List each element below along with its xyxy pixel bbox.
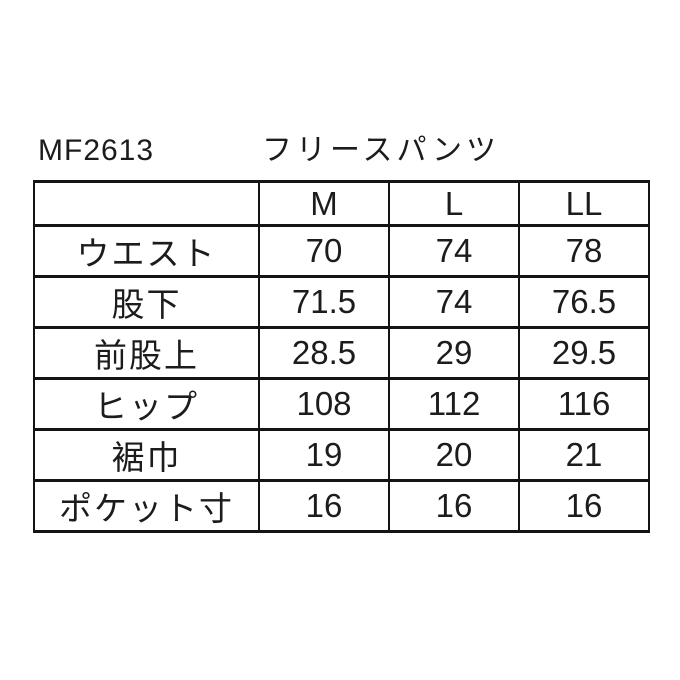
cell-value: 76.5	[518, 275, 650, 329]
cell-value: 108	[258, 377, 390, 431]
cell-value: 16	[388, 479, 520, 533]
header-cell-size-l: L	[388, 180, 520, 227]
cell-value: 28.5	[258, 326, 390, 380]
row-label: 裾巾	[33, 428, 260, 482]
cell-value: 74	[388, 275, 520, 329]
cell-value: 20	[388, 428, 520, 482]
cell-value: 29	[388, 326, 520, 380]
row-label: ヒップ	[33, 377, 260, 431]
size-table-header-row: M L LL	[33, 180, 650, 227]
cell-value: 16	[258, 479, 390, 533]
table-row-hip: ヒップ 108 112 116	[33, 377, 650, 431]
row-label: ポケット寸	[33, 479, 260, 533]
row-label: 前股上	[33, 326, 260, 380]
product-code: MF2613	[38, 134, 155, 167]
cell-value: 74	[388, 224, 520, 278]
cell-value: 71.5	[258, 275, 390, 329]
cell-value: 112	[388, 377, 520, 431]
row-label: 股下	[33, 275, 260, 329]
table-row-pocket-size: ポケット寸 16 16 16	[33, 479, 650, 533]
product-name: フリースパンツ	[262, 134, 500, 167]
header-cell-size-m: M	[258, 180, 390, 227]
cell-value: 70	[258, 224, 390, 278]
cell-value: 16	[518, 479, 650, 533]
cell-value: 78	[518, 224, 650, 278]
cell-value: 19	[258, 428, 390, 482]
table-row-inseam: 股下 71.5 74 76.5	[33, 275, 650, 329]
cell-value: 29.5	[518, 326, 650, 380]
size-table: M L LL ウエスト 70 74 78 股下 71.5 74 76.5 前股上…	[33, 180, 650, 533]
cell-value: 21	[518, 428, 650, 482]
size-table-body: ウエスト 70 74 78 股下 71.5 74 76.5 前股上 28.5 2…	[33, 224, 650, 533]
cell-value: 116	[518, 377, 650, 431]
header-cell-size-ll: LL	[518, 180, 650, 227]
row-label: ウエスト	[33, 224, 260, 278]
table-row-hem-width: 裾巾 19 20 21	[33, 428, 650, 482]
table-row-front-rise: 前股上 28.5 29 29.5	[33, 326, 650, 380]
table-row-waist: ウエスト 70 74 78	[33, 224, 650, 278]
header-cell-blank	[33, 180, 260, 227]
title-row: MF2613 フリースパンツ	[38, 133, 648, 169]
